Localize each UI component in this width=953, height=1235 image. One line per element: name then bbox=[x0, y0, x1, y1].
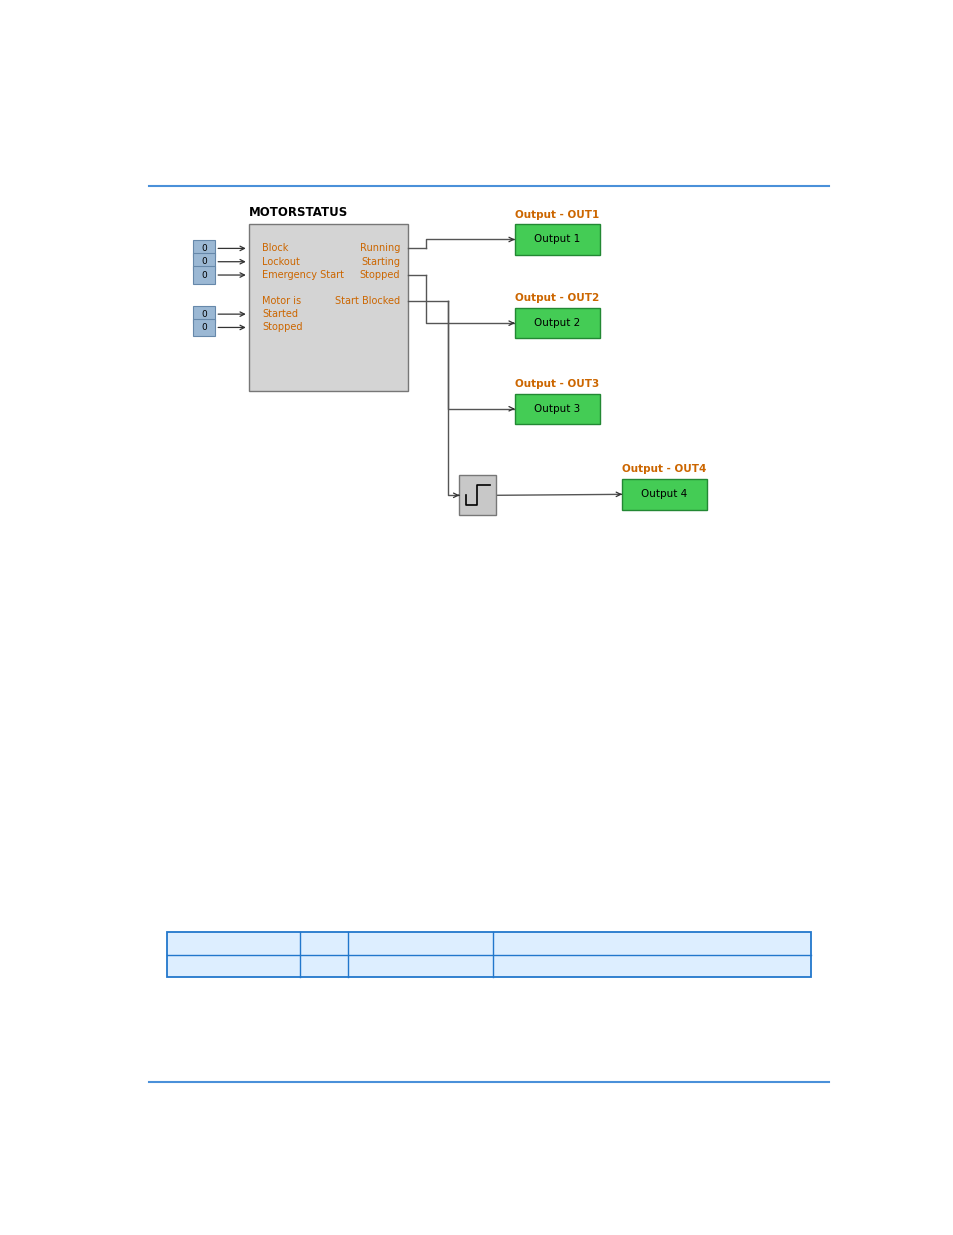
Text: Start Blocked: Start Blocked bbox=[335, 296, 400, 306]
Text: Output - OUT4: Output - OUT4 bbox=[621, 464, 706, 474]
FancyBboxPatch shape bbox=[193, 253, 215, 270]
FancyBboxPatch shape bbox=[193, 305, 215, 322]
Text: Emergency Start: Emergency Start bbox=[262, 270, 344, 280]
Text: 0: 0 bbox=[201, 324, 207, 332]
Text: Stopped: Stopped bbox=[359, 270, 400, 280]
Text: Starting: Starting bbox=[361, 257, 400, 267]
Text: Output - OUT3: Output - OUT3 bbox=[515, 379, 598, 389]
Text: 0: 0 bbox=[201, 310, 207, 319]
Text: 0: 0 bbox=[201, 270, 207, 279]
Text: Output - OUT1: Output - OUT1 bbox=[515, 210, 598, 220]
FancyBboxPatch shape bbox=[193, 240, 215, 257]
FancyBboxPatch shape bbox=[249, 225, 407, 390]
FancyBboxPatch shape bbox=[459, 475, 496, 515]
FancyBboxPatch shape bbox=[621, 479, 706, 510]
Text: Lockout: Lockout bbox=[262, 257, 299, 267]
Text: Output 2: Output 2 bbox=[534, 319, 579, 329]
Text: Motor is: Motor is bbox=[262, 296, 301, 306]
FancyBboxPatch shape bbox=[193, 319, 215, 336]
Text: Output - OUT2: Output - OUT2 bbox=[515, 293, 598, 304]
FancyBboxPatch shape bbox=[515, 225, 599, 254]
FancyBboxPatch shape bbox=[167, 931, 810, 977]
Text: 0: 0 bbox=[201, 243, 207, 253]
Text: Block: Block bbox=[262, 243, 288, 253]
Text: Output 4: Output 4 bbox=[640, 489, 687, 499]
FancyBboxPatch shape bbox=[515, 308, 599, 338]
Text: MOTORSTATUS: MOTORSTATUS bbox=[249, 205, 348, 219]
Text: Running: Running bbox=[359, 243, 400, 253]
Text: Started: Started bbox=[262, 309, 297, 319]
Text: Stopped: Stopped bbox=[262, 322, 302, 332]
Text: Output 1: Output 1 bbox=[534, 235, 579, 245]
FancyBboxPatch shape bbox=[193, 267, 215, 284]
Text: 0: 0 bbox=[201, 257, 207, 267]
FancyBboxPatch shape bbox=[515, 394, 599, 424]
Text: Output 3: Output 3 bbox=[534, 404, 579, 414]
